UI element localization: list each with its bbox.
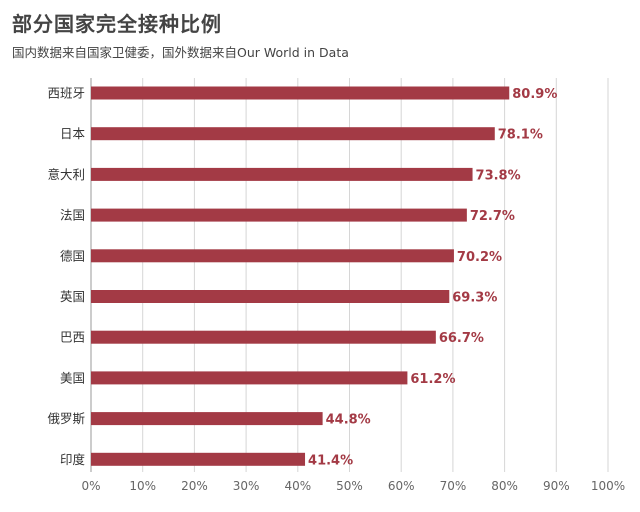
bar-5 — [91, 290, 450, 303]
chart-title: 部分国家完全接种比例 — [12, 12, 222, 36]
bar-1 — [91, 127, 495, 141]
bar-6 — [91, 330, 436, 344]
bar-4 — [91, 249, 454, 263]
chart-subtitle: 国内数据来自国家卫健委，国外数据来自Our World in Data — [12, 45, 349, 60]
value-label: 41.4% — [308, 453, 353, 468]
category-label: 印度 — [60, 452, 86, 467]
x-tick-label: 60% — [388, 479, 415, 493]
x-tick-label: 30% — [233, 479, 260, 493]
category-label: 俄罗斯 — [47, 411, 85, 426]
value-label: 70.2% — [457, 250, 502, 265]
category-label: 美国 — [60, 370, 85, 385]
value-label: 72.7% — [470, 209, 515, 224]
x-tick-label: 20% — [181, 479, 208, 493]
bar-2 — [91, 167, 473, 181]
x-tick-label: 70% — [440, 479, 467, 493]
bar-3 — [91, 208, 467, 222]
category-label: 英国 — [60, 289, 85, 304]
value-label: 66.7% — [439, 331, 484, 346]
value-label: 44.8% — [326, 413, 371, 428]
x-tick-label: 100% — [591, 479, 625, 493]
value-label: 80.9% — [512, 87, 557, 102]
category-label: 日本 — [60, 126, 86, 141]
value-label: 69.3% — [452, 291, 497, 306]
bar-9 — [91, 452, 306, 466]
category-label: 西班牙 — [47, 86, 85, 101]
value-label: 78.1% — [498, 128, 543, 143]
value-label: 61.2% — [410, 372, 455, 387]
x-tick-label: 90% — [543, 479, 570, 493]
category-label: 意大利 — [47, 167, 85, 182]
category-label: 法国 — [60, 208, 85, 223]
x-tick-label: 0% — [81, 479, 100, 493]
category-label: 巴西 — [60, 330, 85, 345]
x-tick-label: 40% — [284, 479, 311, 493]
bar-0 — [91, 86, 510, 100]
category-label: 德国 — [60, 248, 85, 263]
value-label: 73.8% — [476, 168, 521, 183]
x-tick-label: 50% — [336, 479, 363, 493]
bar-7 — [91, 371, 408, 385]
x-tick-label: 10% — [129, 479, 156, 493]
bar-8 — [91, 412, 323, 426]
x-tick-label: 80% — [491, 479, 518, 493]
